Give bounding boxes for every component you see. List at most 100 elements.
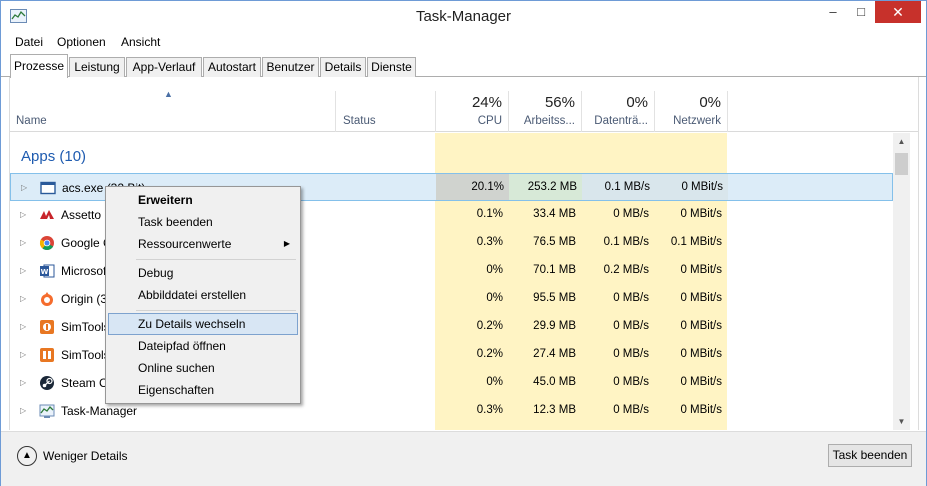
expand-chevron-icon[interactable]: ▷	[20, 294, 27, 303]
task-manager-app-icon	[10, 9, 27, 23]
tab-services[interactable]: Dienste	[367, 57, 416, 77]
process-name: Task-Manager	[61, 404, 138, 418]
expand-chevron-icon[interactable]: ▷	[20, 238, 27, 247]
expand-chevron-icon[interactable]: ▷	[20, 266, 27, 275]
ctx-properties[interactable]: Eigenschaften	[138, 383, 215, 397]
process-cpu: 0.2%	[476, 348, 503, 360]
process-memory: 95.5 MB	[533, 292, 576, 304]
tab-performance[interactable]: Leistung	[69, 57, 125, 77]
process-network: 0 MBit/s	[680, 348, 722, 360]
maximize-button[interactable]: □	[857, 4, 865, 19]
process-name: SimTools	[61, 348, 110, 362]
process-network: 0 MBit/s	[681, 181, 723, 193]
process-cpu: 20.1%	[471, 181, 504, 193]
column-cpu-label: CPU	[477, 115, 502, 127]
process-disk: 0.1 MB/s	[604, 181, 650, 193]
expand-chevron-icon[interactable]: ▷	[20, 322, 27, 331]
ctx-open-file-location[interactable]: Dateipfad öffnen	[138, 339, 226, 353]
process-memory: 76.5 MB	[533, 236, 576, 248]
cpu-total: 24%	[471, 94, 502, 111]
fewer-details-link[interactable]: Weniger Details	[43, 449, 128, 463]
expand-chevron-icon[interactable]: ▷	[20, 406, 27, 415]
tab-users[interactable]: Benutzer	[262, 57, 319, 77]
process-network: 0 MBit/s	[680, 208, 722, 220]
close-button[interactable]: ✕	[875, 1, 921, 23]
process-memory: 33.4 MB	[533, 208, 576, 220]
tab-startup[interactable]: Autostart	[203, 57, 261, 77]
chrome-icon	[39, 236, 54, 251]
process-cpu: 0%	[486, 292, 503, 304]
ctx-go-to-details[interactable]: Zu Details wechseln	[108, 313, 298, 335]
process-network: 0 MBit/s	[680, 264, 722, 276]
process-memory: 29.9 MB	[533, 320, 576, 332]
ctx-search-online[interactable]: Online suchen	[138, 361, 215, 375]
word-icon: W	[40, 264, 55, 278]
table-row[interactable]: ▷ Steam Client 0% 45.0 MB 0 MB/s 0 MBit/…	[10, 369, 893, 397]
steam-icon	[40, 376, 54, 390]
process-cpu: 0%	[486, 376, 503, 388]
menu-file[interactable]: Datei	[15, 35, 44, 49]
minimize-button[interactable]: –	[829, 4, 837, 19]
title-bar[interactable]: Task-Manager – □ ✕	[1, 1, 926, 32]
process-rows: Apps (10) ▷ acs.exe (32 Bit) 20.1% 253.2…	[10, 133, 893, 430]
process-memory: 12.3 MB	[533, 404, 576, 416]
ctx-expand[interactable]: Erweitern	[138, 193, 193, 207]
table-row[interactable]: ▷ Origin (32 Bit) 0% 95.5 MB 0 MB/s 0 MB…	[10, 285, 893, 313]
tab-app-history[interactable]: App-Verlauf	[126, 57, 202, 77]
menu-options[interactable]: Optionen	[57, 35, 106, 49]
process-disk: 0 MB/s	[613, 376, 649, 388]
process-memory: 70.1 MB	[533, 264, 576, 276]
scroll-thumb[interactable]	[895, 153, 908, 175]
table-row[interactable]: ▷ SimTools 0.2% 27.4 MB 0 MB/s 0 MBit/s	[10, 341, 893, 369]
expand-chevron-icon[interactable]: ▷	[21, 183, 28, 192]
column-name[interactable]: Name	[16, 115, 47, 127]
table-row[interactable]: ▷ Task-Manager 0.3% 12.3 MB 0 MB/s 0 MBi…	[10, 397, 893, 425]
process-cpu: 0.3%	[476, 236, 503, 248]
column-header-row: ▲ Name Status 24% CPU 56% Arbeitss... 0%…	[10, 77, 918, 132]
context-menu: Erweitern Task beenden Ressourcenwerte ▶…	[105, 186, 301, 404]
process-disk: 0 MB/s	[613, 208, 649, 220]
process-name: SimTools	[61, 320, 110, 334]
column-cpu[interactable]: 24% CPU	[436, 91, 508, 132]
process-cpu: 0.1%	[476, 208, 503, 220]
column-disk[interactable]: 0% Datenträ...	[582, 91, 654, 132]
window-title: Task-Manager	[415, 8, 512, 25]
ctx-resource-values-label: Ressourcenwerte	[138, 237, 232, 251]
tab-processes[interactable]: Prozesse	[10, 54, 68, 78]
window-icon	[40, 181, 56, 195]
menu-view[interactable]: Ansicht	[121, 35, 161, 49]
tab-details[interactable]: Details	[320, 57, 366, 77]
vertical-scrollbar[interactable]: ▲ ▼	[893, 133, 910, 430]
process-cpu: 0.3%	[476, 404, 503, 416]
ctx-debug[interactable]: Debug	[138, 266, 174, 280]
process-network: 0 MBit/s	[680, 320, 722, 332]
group-title: Apps (10)	[21, 148, 87, 165]
process-network: 0 MBit/s	[680, 292, 722, 304]
process-disk: 0.2 MB/s	[603, 264, 649, 276]
disk-total: 0%	[626, 94, 648, 111]
memory-total: 56%	[544, 94, 575, 111]
column-memory-label: Arbeitss...	[523, 115, 575, 127]
process-cpu: 0%	[486, 264, 503, 276]
expand-chevron-icon[interactable]: ▷	[20, 350, 27, 359]
process-memory: 27.4 MB	[533, 348, 576, 360]
simtools-icon	[40, 348, 54, 362]
column-network[interactable]: 0% Netzwerk	[655, 91, 727, 132]
ctx-resource-values[interactable]: Ressourcenwerte ▶	[108, 233, 298, 255]
end-task-button[interactable]: Task beenden	[828, 444, 912, 467]
expand-chevron-icon[interactable]: ▷	[20, 378, 27, 387]
column-memory[interactable]: 56% Arbeitss...	[509, 91, 581, 132]
scroll-up-icon[interactable]: ▲	[897, 137, 906, 146]
process-network: 0.1 MBit/s	[670, 236, 722, 248]
expand-chevron-icon[interactable]: ▷	[20, 210, 27, 219]
ctx-create-dump[interactable]: Abbilddatei erstellen	[138, 288, 247, 302]
table-row[interactable]: ▷ SimTools 0.2% 29.9 MB 0 MB/s 0 MBit/s	[10, 313, 893, 341]
process-network: 0 MBit/s	[680, 404, 722, 416]
fewer-details-icon[interactable]: ▲	[17, 446, 37, 466]
column-status[interactable]: Status	[343, 115, 376, 127]
scroll-down-icon[interactable]: ▼	[897, 417, 906, 426]
ctx-end-task[interactable]: Task beenden	[138, 215, 213, 229]
process-network: 0 MBit/s	[680, 376, 722, 388]
tab-bar: Prozesse Leistung App-Verlauf Autostart …	[1, 54, 926, 78]
